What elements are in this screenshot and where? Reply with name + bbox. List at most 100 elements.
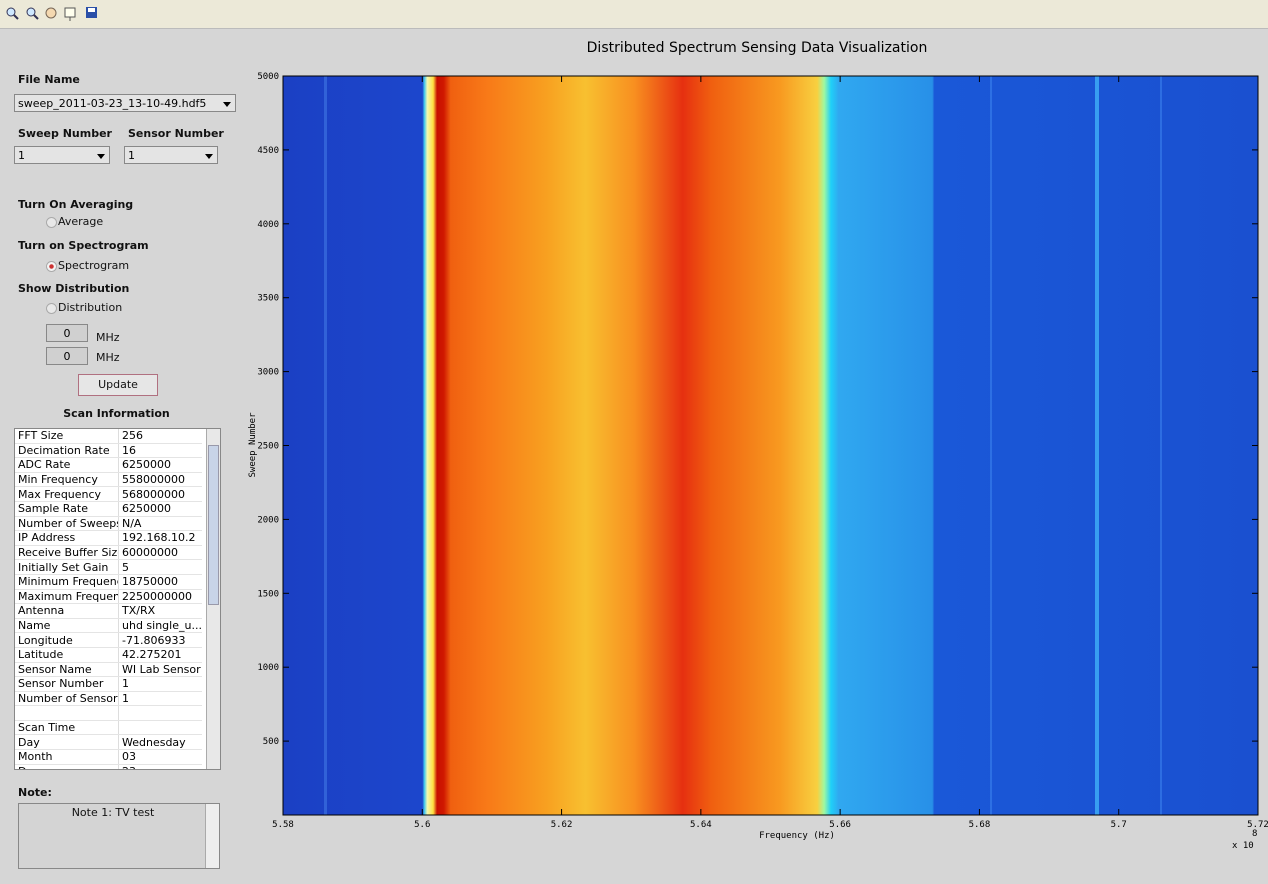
scan-row: Sensor Name WI Lab Sensor	[15, 662, 202, 678]
y-tick-label: 2000	[257, 515, 279, 525]
scan-value: -71.806933	[118, 632, 202, 648]
x-tick-label: 5.6	[414, 820, 430, 830]
sweep-number-dropdown[interactable]: 1	[14, 146, 110, 164]
scan-value: 5	[118, 559, 202, 575]
y-tick-label: 3000	[257, 368, 279, 378]
scan-key: Sample Rate	[15, 501, 119, 517]
scan-row: Antenna TX/RX	[15, 603, 202, 619]
zoom-in[interactable]	[6, 7, 19, 20]
scan-row: Day23	[15, 764, 202, 769]
chart-title: Distributed Spectrum Sensing Data Visual…	[587, 40, 928, 56]
scan-table: FFT Size 256 Decimation Rate 16 ADC Rate 6250…	[15, 429, 202, 769]
save[interactable]	[86, 7, 97, 18]
scan-row: ADC Rate 6250000	[15, 457, 202, 473]
scan-value: 23	[118, 764, 202, 769]
sensor-number-label: Sensor Number	[128, 127, 224, 140]
scan-key: Antenna	[15, 603, 119, 619]
scan-key: Min Frequency	[15, 472, 119, 488]
scan-key: Initially Set Gain	[15, 559, 119, 575]
scan-row: Initially Set Gain 5	[15, 559, 202, 575]
scan-row: IP Address 192.168.10.2	[15, 530, 202, 546]
y-tick-label: 2500	[257, 442, 279, 452]
freq-high-input[interactable]: 0	[46, 347, 88, 365]
scan-row: Latitude 42.275201	[15, 647, 202, 663]
scan-value: 558000000	[118, 472, 202, 488]
scan-value: uhd single_u...	[118, 618, 202, 634]
scrollbar[interactable]	[206, 429, 220, 769]
scan-key: Sensor Name	[15, 662, 119, 678]
pan[interactable]	[45, 7, 57, 19]
scan-key: Number of Sweeps	[15, 516, 119, 532]
scan-row: Day Wednesday	[15, 734, 202, 751]
x-axis-label: Frequency (Hz)	[759, 831, 835, 841]
y-tick-label: 1000	[257, 663, 279, 673]
scan-key: Maximum Frequen...	[15, 589, 119, 605]
scan-row: Sensor Number 1	[15, 676, 202, 692]
scan-value: Wednesday	[118, 734, 202, 751]
freq-high-unit: MHz	[96, 351, 120, 364]
distribution-option: Distribution	[58, 301, 123, 314]
note-box[interactable]: Note 1: TV test	[18, 803, 220, 869]
distribution-radio[interactable]: Distribution	[46, 301, 122, 314]
file-name-dropdown[interactable]: sweep_2011-03-23_13-10-49.hdf5	[14, 94, 236, 112]
x-tick-label: 5.68	[969, 820, 991, 830]
note-label: Note:	[18, 786, 52, 799]
scan-value: 1	[118, 676, 202, 692]
scan-key: Latitude	[15, 647, 119, 663]
zoom-out[interactable]	[26, 7, 39, 20]
spectrogram-label: Turn on Spectrogram	[18, 239, 149, 252]
scan-key	[15, 705, 119, 721]
x-tick-label: 5.64	[690, 820, 712, 830]
y-tick-label: 1500	[257, 589, 279, 599]
y-tick-label: 4500	[257, 146, 279, 156]
x-multiplier: x 10	[1232, 841, 1254, 851]
scan-value: WI Lab Sensor	[118, 662, 202, 678]
scan-value: TX/RX	[118, 603, 202, 619]
note-text: Note 1: TV test	[71, 806, 155, 819]
scan-key: IP Address	[15, 530, 119, 546]
scan-value: 16	[118, 443, 202, 459]
scan-row: Scan Time	[15, 720, 202, 736]
scan-key: ADC Rate	[15, 457, 119, 473]
scan-value: 568000000	[118, 486, 202, 502]
scan-row: Max Frequency 568000000	[15, 486, 202, 502]
scan-row: Month 03	[15, 749, 202, 765]
update-button[interactable]: Update	[78, 374, 158, 396]
distribution-label: Show Distribution	[18, 282, 130, 295]
stripe	[1095, 76, 1099, 815]
scan-key: Receive Buffer Size	[15, 545, 119, 561]
scan-value	[118, 720, 202, 736]
scan-row: Sample Rate 6250000	[15, 501, 202, 517]
x-multiplier-exponent: 8	[1252, 829, 1257, 839]
spectrogram-radio[interactable]: Spectrogram	[46, 259, 129, 272]
y-axis-label: Sweep Number	[248, 412, 258, 478]
average-radio[interactable]: Average	[46, 215, 103, 228]
toolbar-icons	[6, 7, 97, 21]
scan-row: Maximum Frequen...2250000000	[15, 589, 202, 605]
scan-row: Minimum Frequency 18750000	[15, 574, 202, 590]
stripe	[1160, 76, 1162, 815]
scan-key: Sensor Number	[15, 676, 119, 692]
spectrogram-image	[283, 76, 1258, 815]
y-tick-label: 5000	[257, 72, 279, 82]
scan-value: 03	[118, 749, 202, 765]
average-option: Average	[58, 215, 104, 228]
freq-low-input[interactable]: 0	[46, 324, 88, 342]
scan-row: Name uhd single_u...	[15, 618, 202, 634]
scan-info-title: Scan Information	[63, 407, 170, 420]
scan-row: Decimation Rate 16	[15, 443, 202, 459]
scan-key: Longitude	[15, 632, 119, 648]
scan-key: Scan Time	[15, 720, 119, 736]
scroll-thumb[interactable]	[208, 445, 219, 605]
scan-row	[15, 705, 202, 721]
sweep-number: 1	[18, 149, 25, 162]
freq-high: 0	[63, 350, 71, 363]
scan-row: Min Frequency 558000000	[15, 472, 202, 488]
scan-value: 192.168.10.2	[118, 530, 202, 546]
note-scrollbar[interactable]	[205, 804, 219, 868]
sensor-number-dropdown[interactable]: 1	[124, 146, 218, 164]
scan-value: 18750000	[118, 574, 202, 590]
data-cursor[interactable]	[64, 7, 76, 21]
scan-key: Day	[15, 734, 119, 751]
scan-key: Number of Sensors	[15, 691, 119, 707]
